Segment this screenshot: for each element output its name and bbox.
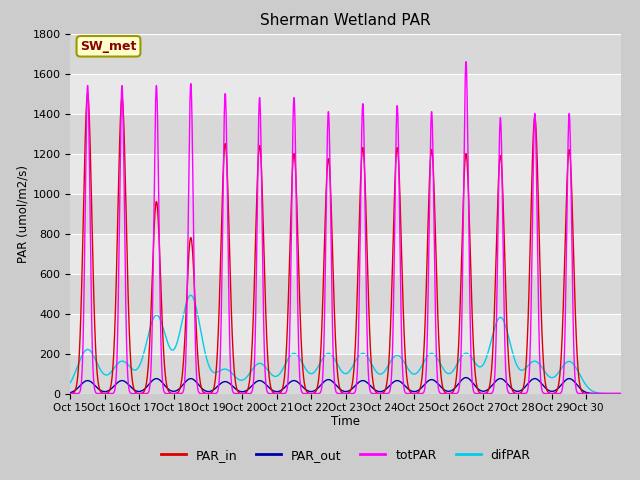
Legend: PAR_in, PAR_out, totPAR, difPAR: PAR_in, PAR_out, totPAR, difPAR: [156, 444, 536, 467]
Y-axis label: PAR (umol/m2/s): PAR (umol/m2/s): [17, 165, 30, 263]
Bar: [70, 313, 621, 354]
Bar: [70, 234, 621, 274]
X-axis label: Time: Time: [331, 415, 360, 428]
Bar: [70, 114, 621, 154]
Title: Sherman Wetland PAR: Sherman Wetland PAR: [260, 13, 431, 28]
Bar: [70, 0, 621, 34]
Bar: [70, 193, 621, 234]
Bar: [70, 354, 621, 394]
Bar: [70, 34, 621, 73]
Bar: [70, 274, 621, 313]
Bar: [70, 73, 621, 114]
Text: SW_met: SW_met: [80, 40, 137, 53]
Bar: [70, 154, 621, 193]
